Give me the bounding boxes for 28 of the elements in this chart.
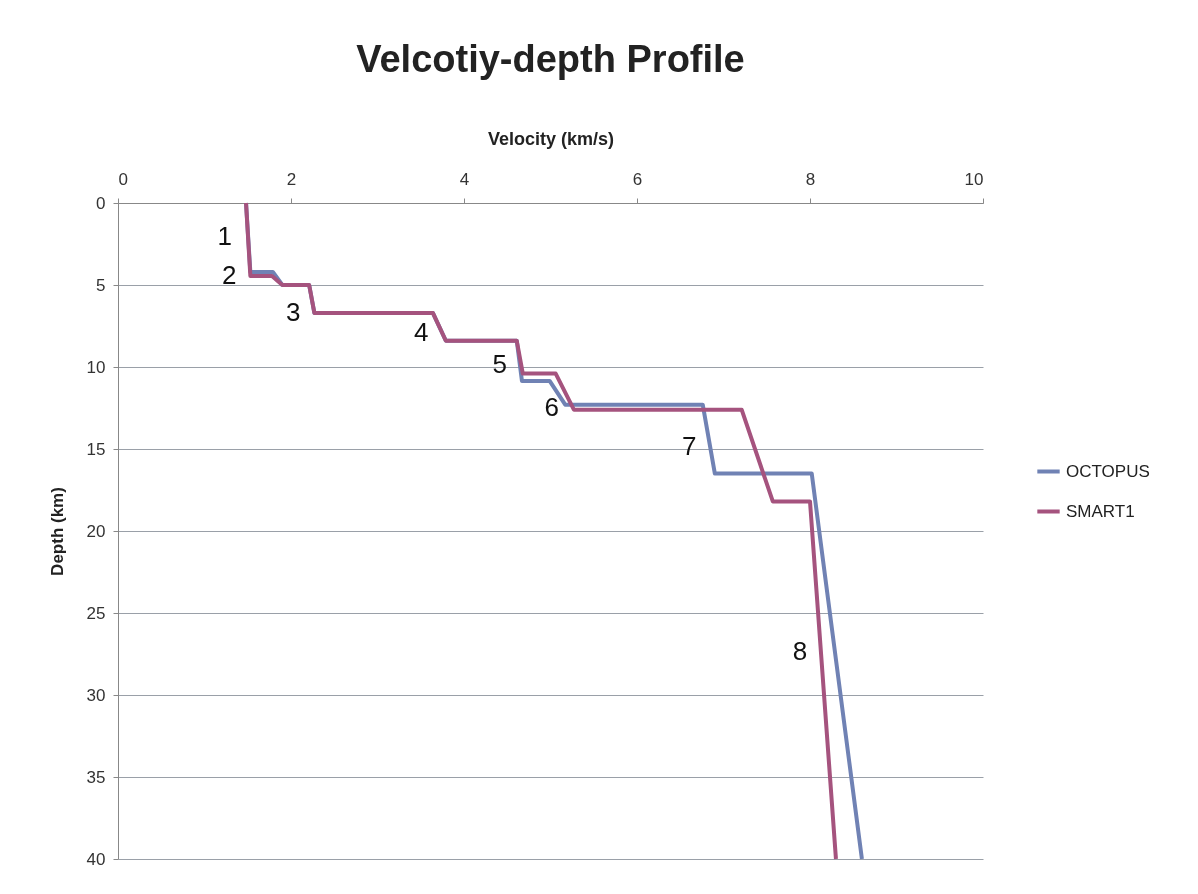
annotation: 2: [221, 259, 237, 290]
y-tick-label: 35: [86, 767, 106, 787]
annotation: 6: [544, 392, 559, 422]
x-tick-label: 4: [459, 169, 470, 189]
y-tick-label: 15: [86, 439, 106, 459]
chart-title: Velcotiy-depth Profile: [356, 38, 745, 80]
y-tick-label: 20: [86, 521, 106, 541]
x-tick-label: 10: [964, 169, 984, 189]
annotation: 8: [792, 636, 808, 667]
y-tick-label: 5: [96, 275, 106, 295]
annotation: 4: [413, 316, 429, 347]
y-tick-label: 30: [86, 685, 106, 705]
y-axis-title: Depth (km): [47, 487, 67, 576]
x-tick-label: 2: [286, 169, 297, 189]
x-tick-label: 6: [632, 169, 643, 189]
annotation: 5: [492, 349, 508, 380]
x-axis-title: Velocity (km/s): [487, 128, 615, 149]
x-tick-label: 0: [118, 169, 128, 189]
x-tick-label: 8: [805, 169, 816, 189]
annotation: 3: [285, 296, 301, 327]
annotation: 1: [217, 221, 233, 252]
y-tick-label: 40: [86, 849, 106, 869]
annotation: 7: [682, 431, 697, 462]
y-tick-label: 0: [96, 193, 106, 213]
y-tick-label: 10: [86, 357, 106, 377]
legend-label: OCTOPUS: [1066, 461, 1150, 481]
legend-label: SMART1: [1066, 501, 1135, 521]
y-tick-label: 25: [86, 603, 106, 623]
